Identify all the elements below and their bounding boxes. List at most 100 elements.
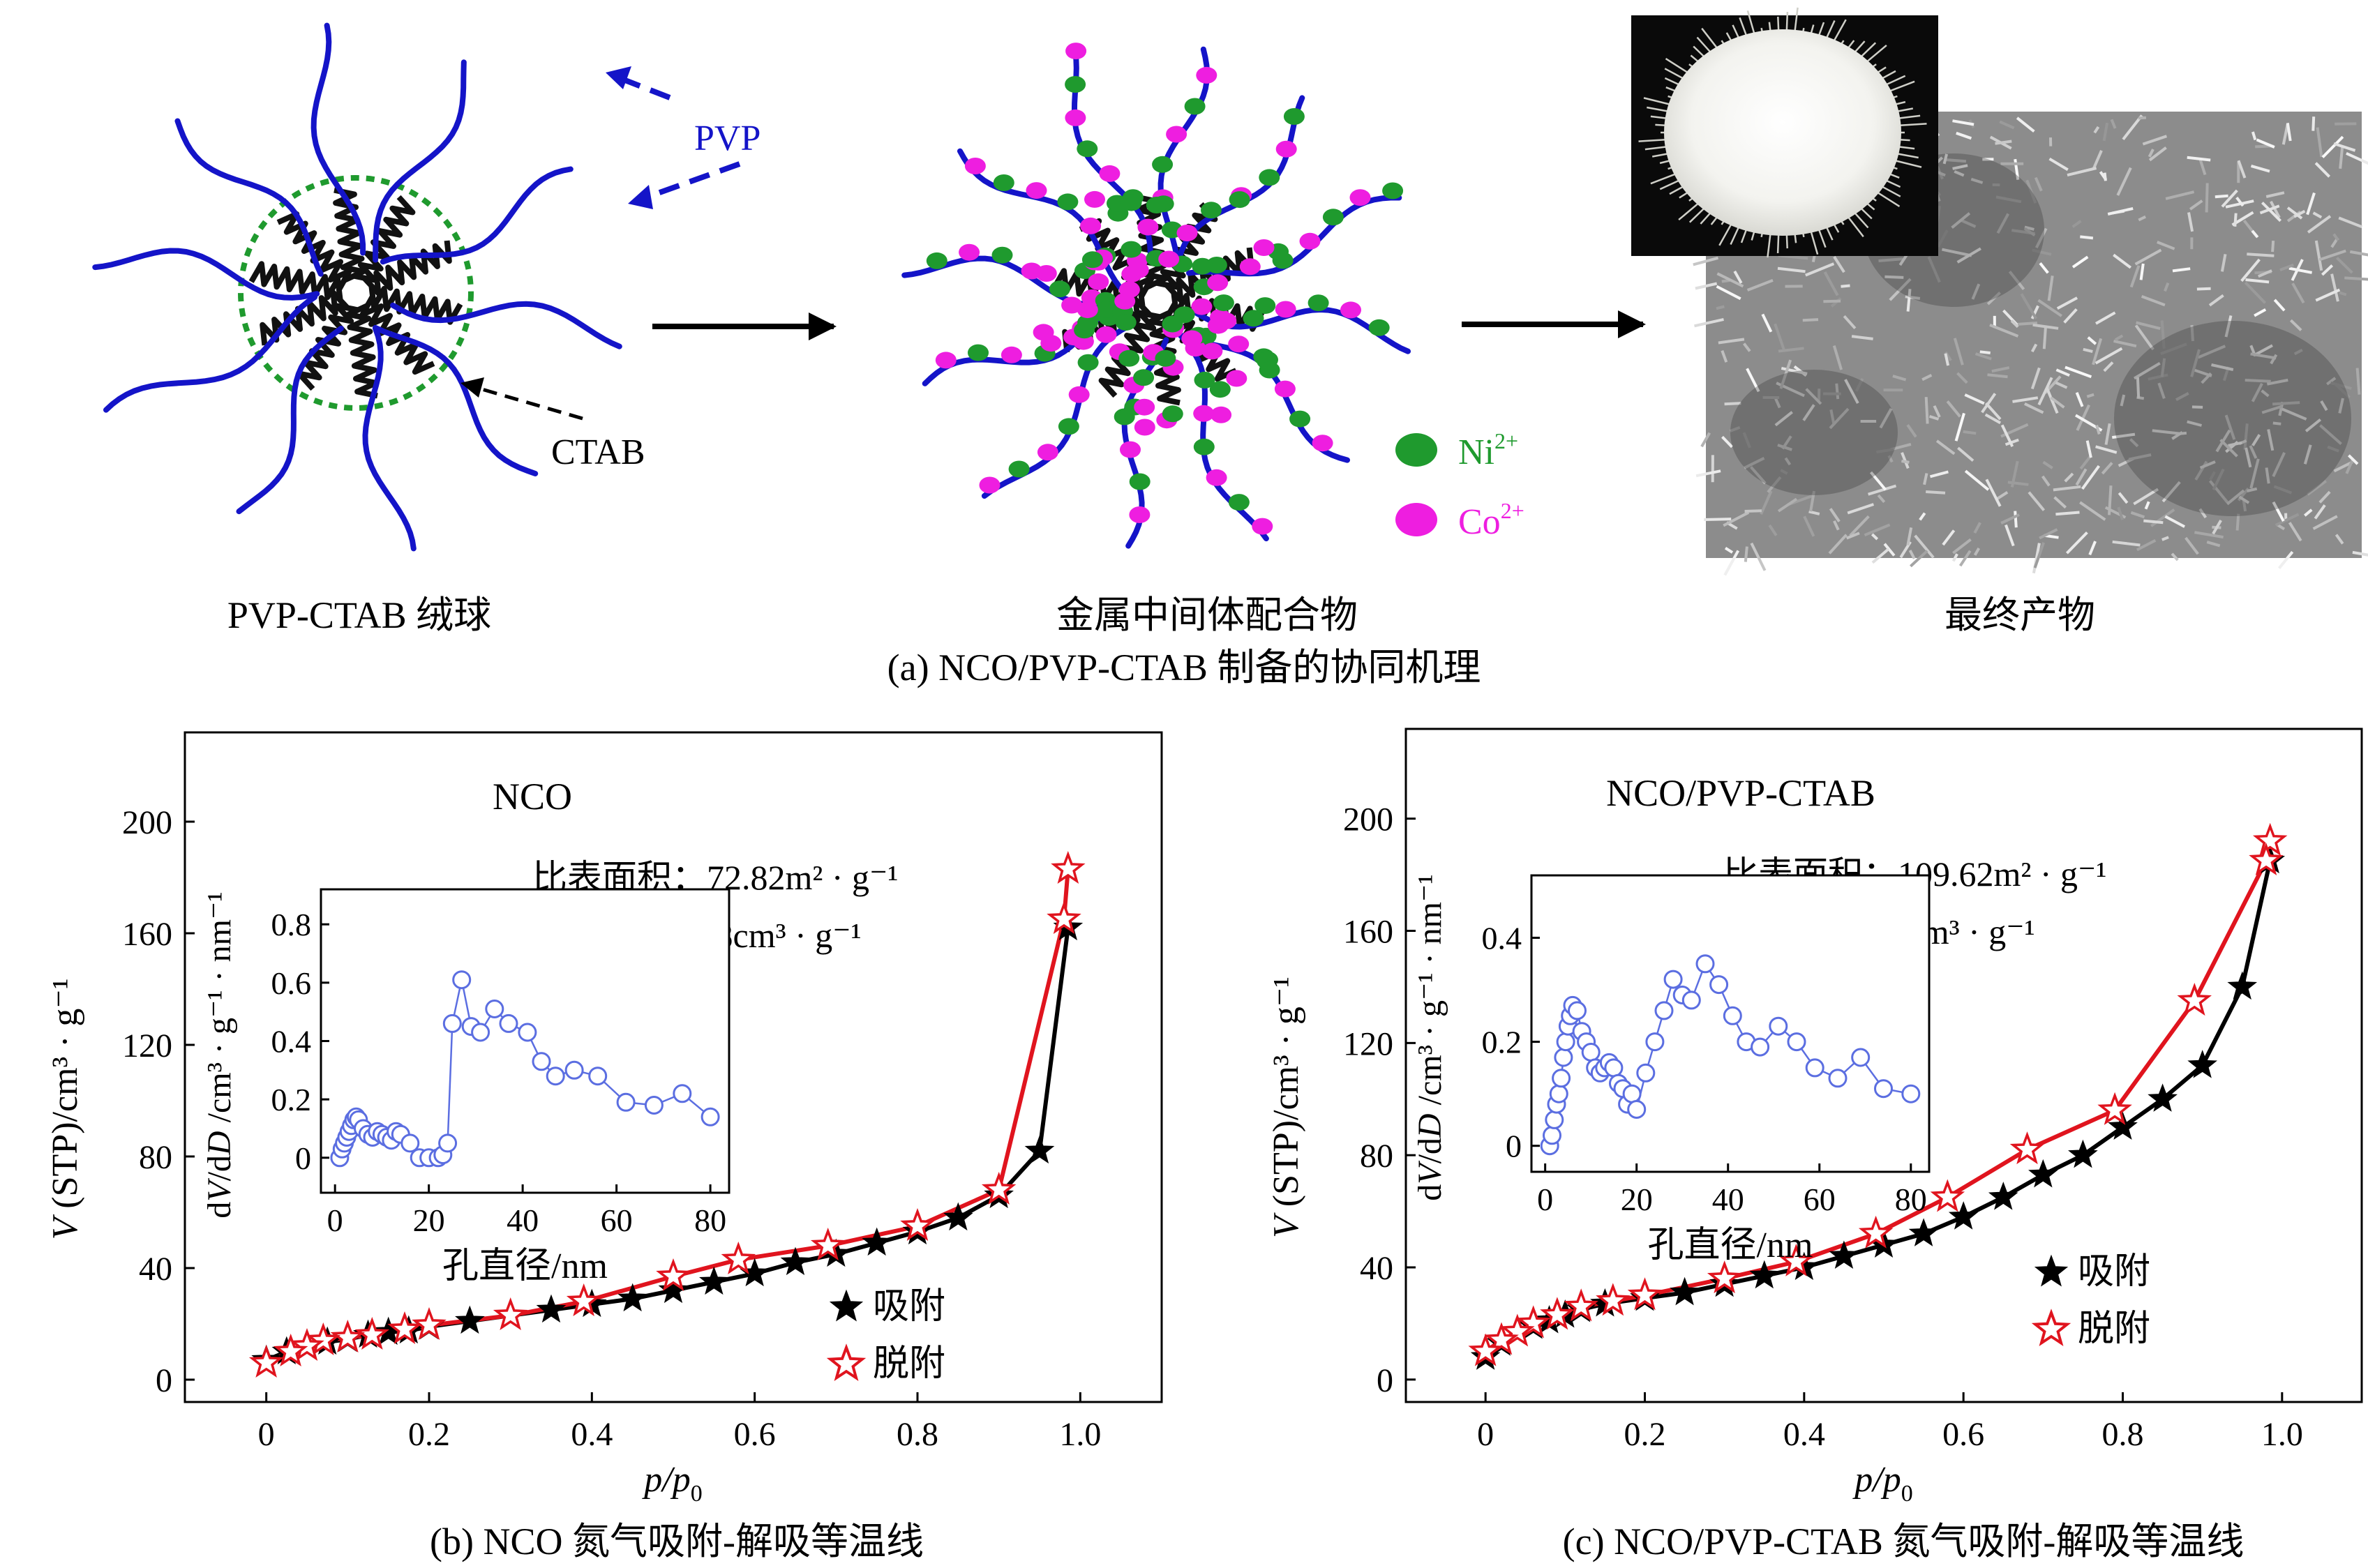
inset-data-point [1723,1006,1742,1025]
data-point [2249,843,2284,876]
inset-data-point [1556,1032,1575,1052]
inset-y-tick-label: 0.4 [271,1024,312,1060]
ni-ion [1155,349,1176,367]
ni-ion [1077,140,1098,158]
x-tick-label: 0.8 [897,1416,938,1453]
y-tick-label: 80 [139,1139,172,1176]
inset-data-point [1549,1084,1568,1103]
y-tick-label: 120 [122,1027,172,1064]
y-tick-label: 160 [1343,914,1393,951]
co-ion [1274,380,1296,398]
co-ion [1026,182,1047,199]
inset-data-point [1709,975,1729,995]
ni-ion [1049,280,1070,298]
legend-label: 吸附 [873,1287,945,1327]
data-point [536,1294,567,1323]
ni-ion [926,252,947,269]
data-point [493,1297,528,1331]
inset-data-point [1543,1126,1561,1145]
ni-ion [968,344,989,361]
data-point [1024,1135,1055,1164]
inset-data-point [1622,1084,1642,1103]
inset-x-tick-label: 40 [1712,1182,1744,1217]
legend-marker [826,1343,867,1382]
panel-a-mechanism: PVP CTAB Ni2+ Co2+ PVP-CTAB 绒球 [92,7,2368,688]
data-point [1858,1215,1894,1249]
pvp-chain [174,118,324,277]
data-point [1908,1218,1939,1246]
inset-data-point [1901,1084,1921,1103]
data-point [387,1311,422,1345]
pvp-chain [92,248,320,301]
legend-marker [2034,1254,2069,1287]
co-ion [1252,518,1273,535]
x-tick-label: 0.4 [1783,1416,1825,1453]
ni-ion [1077,354,1099,371]
inset-data-point [499,1013,518,1033]
co-ion [1068,386,1090,403]
data-point [1707,1260,1742,1294]
data-point [455,1305,485,1334]
co-ion [1275,140,1297,158]
y-tick-label: 0 [156,1362,172,1399]
inset-x-tick-label: 20 [1621,1182,1653,1217]
co-ion [1340,301,1361,319]
co-ion [1080,217,1102,234]
data-point [1829,1240,1859,1269]
co-ion [1253,239,1275,256]
inset-data-point [471,1023,490,1042]
co-ion [1134,398,1155,416]
inset-data-point [1645,1032,1665,1052]
co-ion [1176,225,1198,241]
inset-y-tick-label: 0 [1506,1129,1522,1164]
inset-x-tick-label: 0 [327,1203,343,1238]
ni-label: Ni2+ [1458,428,1518,472]
inset-data-point [1663,970,1683,989]
data-point [1468,1333,1503,1366]
inset-y-axis-label: dV/dD /cm³ · g⁻¹ · nm⁻¹ [1411,874,1448,1200]
y-tick-label: 0 [1377,1362,1393,1399]
co-ion [1211,406,1232,423]
inset-data-point [1581,1043,1601,1062]
data-point [273,1334,308,1367]
inset-data-point [438,1133,458,1153]
data-point [2187,1050,2217,1078]
ctab-chain [353,195,416,283]
pvp-pointer: PVP [606,66,760,209]
data-point [699,1266,729,1295]
inset-y-axis-label: dV/dD /cm³ · g⁻¹ · nm⁻¹ [201,891,238,1218]
data-point [721,1242,756,1275]
ni-ion [1184,98,1206,115]
co-ion [1001,346,1022,363]
co-ion [1099,165,1121,182]
co-ion [1129,506,1151,523]
data-point [1500,1313,1535,1347]
co-ion [1035,265,1057,282]
y-axis-label: V (STP)/cm³ · g⁻¹ [45,979,85,1240]
inset-x-tick-label: 80 [694,1203,726,1238]
co-ion [1134,419,1155,436]
ni-ion [1194,371,1215,389]
pvp-chain [380,166,574,265]
inset-data-point [616,1092,636,1112]
inset-data-point [564,1060,584,1080]
data-point [2177,982,2212,1016]
ni-ion [1259,169,1280,186]
co-ion [1088,273,1109,290]
co-ion [964,158,986,174]
ni-ion [1162,405,1183,423]
caption-a: (a) NCO/PVP-CTAB 制备的协同机理 [887,647,1481,688]
data-point [1564,1288,1598,1322]
data-point [981,1172,1017,1205]
chart-title: NCO/PVP-CTAB [1606,772,1875,814]
y-tick-label: 40 [139,1251,172,1288]
inset-data-point [1828,1069,1848,1088]
ni-marker [1395,433,1437,467]
inset-x-tick-label: 60 [1804,1182,1836,1217]
co-ion [1207,274,1229,292]
co-ion [1061,296,1083,314]
x-tick-label: 1.0 [2261,1416,2303,1453]
data-point [1627,1277,1663,1311]
